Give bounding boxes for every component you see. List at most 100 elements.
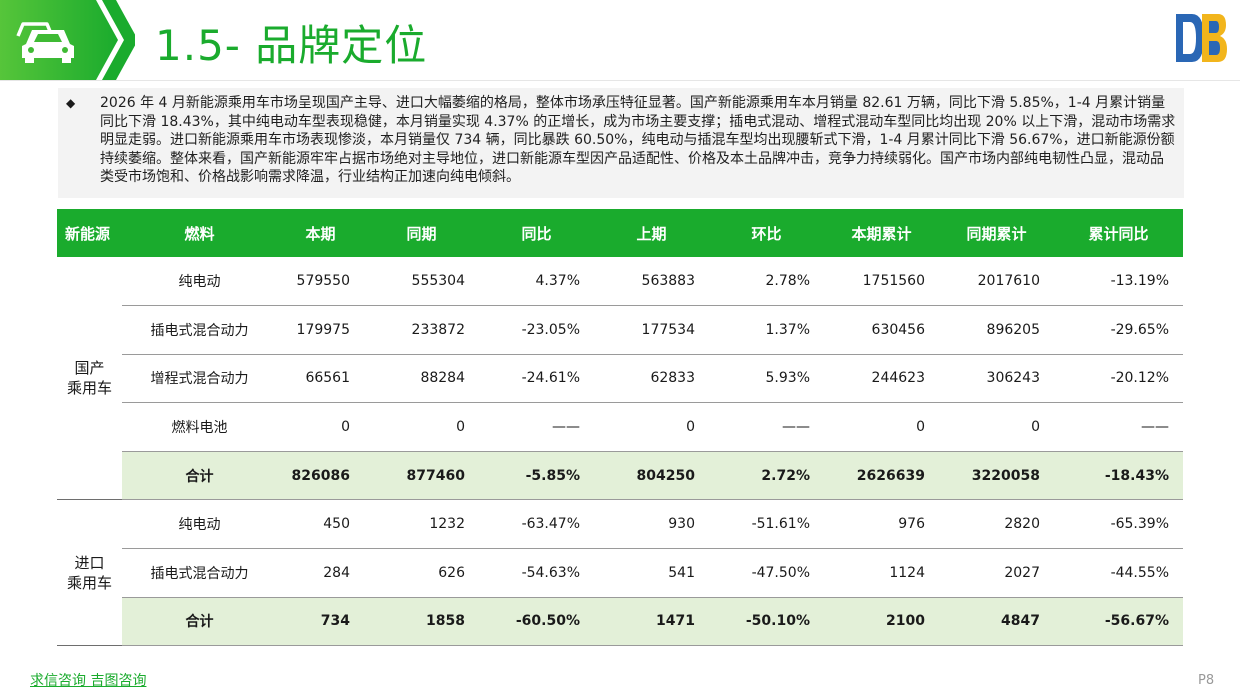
col-header: 上期 [594, 209, 709, 257]
page-title: 1.5- 品牌定位 [155, 21, 428, 70]
fuel-type-cell: 合计 [122, 597, 277, 647]
value-cell: 2100 [824, 597, 939, 647]
logo-icon [1176, 14, 1227, 62]
value-cell: -50.10% [709, 597, 824, 647]
fuel-type-cell: 插电式混合动力 [122, 305, 277, 355]
value-cell: 826086 [277, 451, 364, 501]
value-cell: 1751560 [824, 257, 939, 307]
value-cell: 630456 [824, 305, 939, 355]
value-cell: -23.05% [479, 305, 594, 355]
value-cell: 804250 [594, 451, 709, 501]
value-cell: 2820 [939, 499, 1054, 550]
value-cell: 0 [364, 402, 479, 452]
value-cell: 626 [364, 548, 479, 598]
value-cell: 1124 [824, 548, 939, 598]
group-label: 进口 乘用车 [57, 499, 122, 647]
value-cell: 306243 [939, 354, 1054, 404]
col-header: 同期 [364, 209, 479, 257]
group-label-line1: 进口 [74, 553, 105, 572]
value-cell: -56.67% [1054, 597, 1183, 647]
table-row: 插电式混合动力 284 626 -54.63% 541 -47.50% 1124 2027 -4… [57, 548, 1183, 598]
group-label-line1: 国产 [74, 359, 105, 378]
value-cell: 244623 [824, 354, 939, 404]
col-header: 环比 [709, 209, 824, 257]
value-cell: -5.85% [479, 451, 594, 501]
col-header: 同期累计 [939, 209, 1054, 257]
table-body: 国产 乘用车 纯电动 579550 555304 4.37% 563883 2.78% 1751… [57, 257, 1183, 647]
value-cell: 62833 [594, 354, 709, 404]
fuel-type-cell: 燃料电池 [122, 402, 277, 452]
value-cell: 88284 [364, 354, 479, 404]
value-cell: 896205 [939, 305, 1054, 355]
bullet-icon: ◆ [66, 96, 76, 110]
value-cell: 2.78% [709, 257, 824, 307]
fuel-type-cell: 增程式混合动力 [122, 354, 277, 404]
fuel-type-cell: 插电式混合动力 [122, 548, 277, 598]
value-cell: —— [709, 402, 824, 452]
value-cell: -47.50% [709, 548, 824, 598]
value-cell: -24.61% [479, 354, 594, 404]
total-row: 合计 734 1858 -60.50% 1471 -50.10% 2100 4847 -56.6… [57, 597, 1183, 647]
value-cell: 66561 [277, 354, 364, 404]
value-cell: 541 [594, 548, 709, 598]
col-header: 燃料 [122, 209, 277, 257]
page-number: P8 [1198, 673, 1215, 688]
col-header: 本期 [277, 209, 364, 257]
group-label-line2: 乘用车 [66, 379, 112, 398]
value-cell: 976 [824, 499, 939, 550]
value-cell: —— [479, 402, 594, 452]
value-cell: 2017610 [939, 257, 1054, 307]
value-cell: 2626639 [824, 451, 939, 501]
col-header: 同比 [479, 209, 594, 257]
value-cell: 2.72% [709, 451, 824, 501]
value-cell: -54.63% [479, 548, 594, 598]
table-row: 国产 乘用车 纯电动 579550 555304 4.37% 563883 2.78% 1751… [57, 257, 1183, 501]
value-cell: 930 [594, 499, 709, 550]
value-cell: 4.37% [479, 257, 594, 307]
car-icon [16, 22, 74, 63]
value-cell: 877460 [364, 451, 479, 501]
value-cell: 0 [277, 402, 364, 452]
value-cell: 3220058 [939, 451, 1054, 501]
value-cell: 1471 [594, 597, 709, 647]
value-cell: 579550 [277, 257, 364, 307]
fuel-type-cell: 纯电动 [122, 257, 277, 307]
value-cell: 0 [824, 402, 939, 452]
table-header-row: 新能源 燃料 本期 同期 同比 上期 环比 本期累计 同期累计 累计同比 [57, 209, 1183, 257]
table-row: 进口 乘用车 纯电动 450 1232 -63.47% 930 -51.61% 976 2820-… [57, 499, 1183, 647]
value-cell: -44.55% [1054, 548, 1183, 598]
col-header: 本期累计 [824, 209, 939, 257]
footer-brand-link[interactable]: 求信咨询 吉图咨询 [30, 673, 147, 689]
value-cell: 1858 [364, 597, 479, 647]
summary-box: ◆ 2026 年 4 月新能源乘用车市场呈现国产主导、进口大幅萎缩的格局，整体市… [58, 88, 1184, 198]
value-cell: 1232 [364, 499, 479, 550]
value-cell: 179975 [277, 305, 364, 355]
table-row: 插电式混合动力 179975 233872 -23.05% 177534 1.37% 630… [57, 305, 1183, 355]
value-cell: —— [1054, 402, 1183, 452]
col-header: 新能源 [57, 209, 122, 257]
value-cell: 555304 [364, 257, 479, 307]
value-cell: -20.12% [1054, 354, 1183, 404]
value-cell: 2027 [939, 548, 1054, 598]
fuel-type-cell: 纯电动 [122, 499, 277, 550]
value-cell: 233872 [364, 305, 479, 355]
value-cell: -51.61% [709, 499, 824, 550]
value-cell: -18.43% [1054, 451, 1183, 501]
value-cell: -63.47% [479, 499, 594, 550]
total-row: 合计 826086 877460 -5.85% 804250 2.72% 2626639 32… [57, 451, 1183, 501]
value-cell: 0 [594, 402, 709, 452]
value-cell: -29.65% [1054, 305, 1183, 355]
sales-table: 新能源 燃料 本期 同期 同比 上期 环比 本期累计 同期累计 累计同比 国产乘… [57, 209, 1183, 647]
table-row: 燃料电池 0 0 —— 0 —— 0 0 —— [57, 402, 1183, 452]
group-label-line2: 乘用车 [66, 573, 112, 592]
table-row: 增程式混合动力 66561 88284 -24.61% 62833 5.93% 244623… [57, 354, 1183, 404]
value-cell: -65.39% [1054, 499, 1183, 550]
col-header: 累计同比 [1054, 209, 1183, 257]
value-cell: 1.37% [709, 305, 824, 355]
summary-text: 2026 年 4 月新能源乘用车市场呈现国产主导、进口大幅萎缩的格局，整体市场承… [100, 95, 1176, 185]
value-cell: 284 [277, 548, 364, 598]
value-cell: 4847 [939, 597, 1054, 647]
value-cell: 563883 [594, 257, 709, 307]
value-cell: 5.93% [709, 354, 824, 404]
value-cell: -60.50% [479, 597, 594, 647]
